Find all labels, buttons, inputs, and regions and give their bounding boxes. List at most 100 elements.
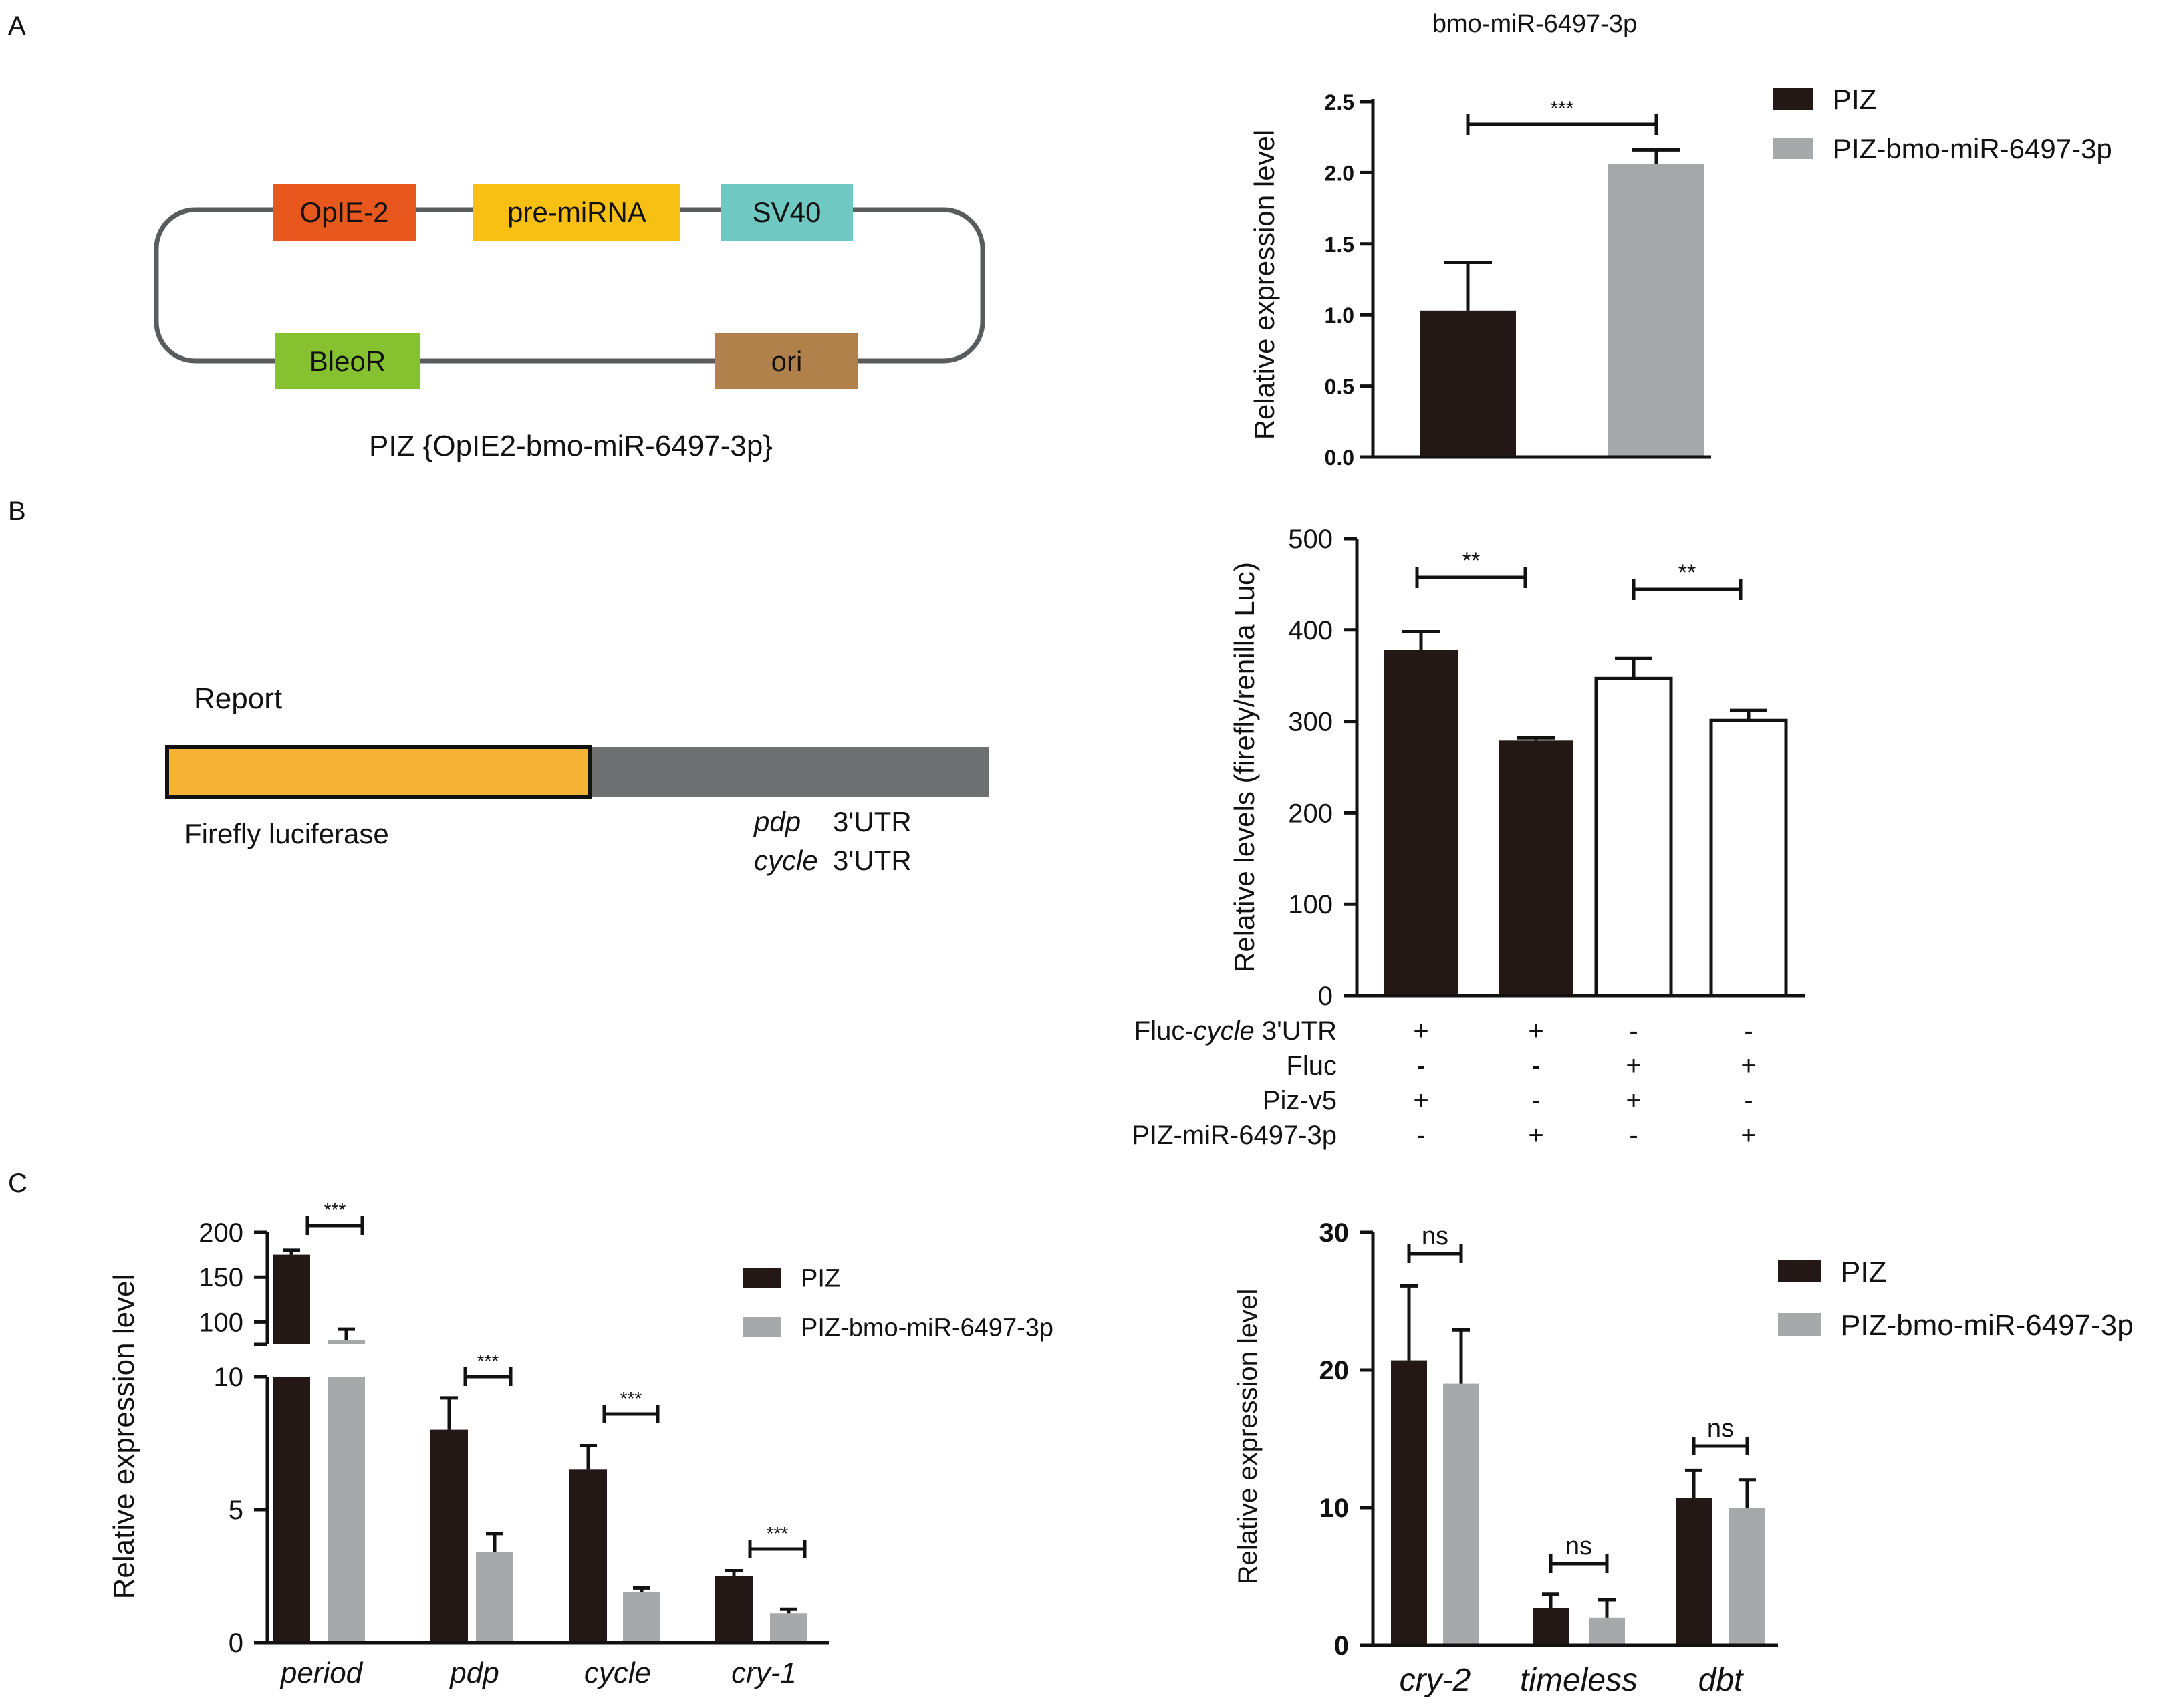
significance-c-left: *** [305,1199,364,1235]
condition-sign: + [1413,1016,1428,1046]
y-tick-label: 20 [1319,1356,1350,1385]
utr-gene-pdp: pdp [753,806,801,837]
bar-cycle [623,1592,660,1643]
y-tick-label: 0.5 [1325,375,1354,399]
reporter-title: Report [194,682,282,715]
chart-c-right: 0 10 20 30 Relative expression level ns cry-2 n… [1233,1218,2134,1698]
condition-sign: - [1531,1086,1540,1115]
significance-b-2: ** [1632,560,1743,600]
significance-label: ns [1422,1222,1448,1250]
significance-c-left: *** [602,1388,660,1423]
condition-sign: + [1626,1051,1641,1081]
y-tick-label: 200 [1288,799,1333,828]
condition-sign: - [1416,1121,1425,1150]
legend-label: PIZ [1841,1256,1886,1288]
sv40-box [721,184,853,241]
condition-sign: - [1416,1051,1425,1081]
y-tick-label: 100 [199,1308,243,1337]
significance-c-right: ns [1407,1222,1463,1263]
legend-swatch [1773,88,1813,110]
utr-suffix-2: 3'UTR [833,845,912,876]
y-tick-label: 10 [1319,1493,1350,1523]
significance-c-right: ns [1692,1415,1749,1455]
reporter-construct: Report Firefly luciferase pdp 3'UTR cycl… [165,682,989,876]
error-bar [1402,630,1440,650]
bar-dbt [1729,1508,1765,1645]
error-bar [780,1607,797,1614]
bar-timeless [1533,1608,1569,1645]
y-tick-label: 1.5 [1325,233,1354,257]
condition-row-label: Fluc-cycle 3'UTR [1134,1016,1337,1046]
chart-a: bmo-miR-6497-3p 0.0 0.5 1.0 1.5 2.0 2.5 Relativ… [1249,10,2112,470]
sv40-label: SV40 [753,196,821,228]
bar-period-lower [328,1377,365,1643]
y-tick-label: 2.5 [1325,90,1354,114]
error-bar [1517,736,1555,741]
bar-period-lower [273,1377,310,1643]
bar-piz-bmo-mir-6497-3p [1608,164,1704,457]
y-tick-label: 5 [229,1496,243,1525]
significance-label: *** [767,1523,789,1544]
y-tick-label: 200 [199,1218,243,1248]
y-tick-label: 1.0 [1325,303,1354,327]
plasmid-map: OpIE-2 pre-miRNA SV40 BleoR ori PIZ {OpI… [154,184,985,462]
error-bar [580,1443,597,1470]
plasmid-caption: PIZ {OpIE2-bmo-miR-6497-3p} [369,430,773,462]
utr-bar [590,747,989,797]
y-tick-label: 0 [1334,1631,1349,1661]
significance-label: *** [620,1388,642,1409]
condition-label-part: 3'UTR [1255,1016,1337,1046]
error-bar [1739,1478,1756,1508]
bar-b-4 [1709,718,1788,998]
condition-sign: - [1744,1086,1753,1115]
x-tick-label: dbt [1698,1663,1744,1698]
bar-cry-1 [715,1576,753,1643]
bleor-box [275,333,420,389]
y-tick-label: 2.0 [1325,161,1354,185]
x-tick-label: timeless [1520,1663,1638,1698]
opie2-box [273,184,416,241]
x-tick-label: pdp [449,1657,499,1689]
condition-label-part: Piz-v5 [1263,1086,1337,1115]
condition-sign: + [1528,1121,1543,1150]
opie2-label: OpIE-2 [299,196,388,228]
x-tick-label: cycle [584,1657,651,1689]
significance-label: ** [1678,560,1696,585]
significance-a: *** [1466,98,1658,135]
firefly-bar [165,745,592,799]
y-tick-label: 30 [1319,1218,1350,1248]
error-bar [1615,656,1652,679]
legend-swatch [743,1268,781,1288]
condition-sign: - [1744,1016,1753,1046]
panel-label-c: C [8,1169,27,1198]
bar-pdp [430,1429,468,1643]
y-axis-label: Relative expression level [108,1274,140,1600]
condition-sign: - [1531,1051,1540,1081]
chart-c-left: 0 5 10 100 150 200 Relative expression level **… [108,1199,1053,1689]
legend-c-left: PIZ PIZ-bmo-miR-6497-3p [743,1265,1053,1342]
ori-box [715,333,858,389]
condition-label-part: Fluc [1286,1051,1337,1081]
legend-label: PIZ-bmo-miR-6497-3p [1841,1309,2134,1342]
error-bar [1444,260,1492,311]
bar-pdp [476,1552,513,1643]
error-bar [725,1569,743,1576]
y-tick-label: 400 [1288,616,1333,646]
utr-gene-cycle: cycle [754,845,818,876]
legend-label: PIZ [1833,84,1876,115]
significance-c-left: *** [463,1350,513,1386]
error-bar [1632,148,1680,164]
error-bar [440,1396,458,1430]
condition-row-label: PIZ-miR-6497-3p [1132,1121,1337,1150]
condition-sign: + [1741,1121,1756,1150]
significance-b-1: ** [1415,548,1527,588]
bar-b-1 [1384,650,1458,996]
y-tick-label: 500 [1288,525,1333,554]
bar-b-2 [1499,740,1573,996]
y-tick-label: 300 [1288,708,1333,737]
y-tick-label: 0.0 [1325,446,1354,470]
significance-label: ** [1462,548,1480,573]
y-tick-label: 100 [1288,890,1333,919]
significance-label: ns [1707,1415,1734,1443]
